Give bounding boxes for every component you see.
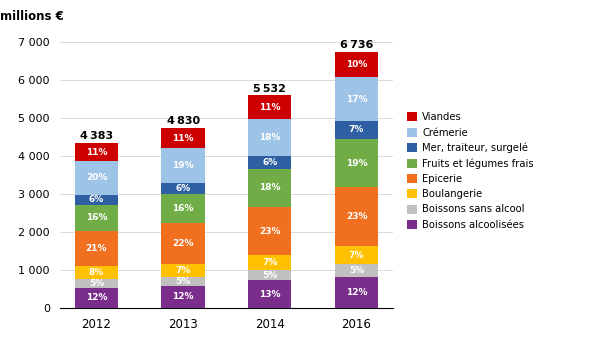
Text: 11%: 11% bbox=[259, 103, 281, 111]
Text: 18%: 18% bbox=[259, 183, 281, 193]
Text: 5%: 5% bbox=[262, 271, 278, 280]
Bar bbox=[74, 161, 118, 195]
Bar bbox=[335, 277, 378, 308]
Bar bbox=[335, 246, 378, 264]
Bar bbox=[335, 77, 378, 121]
Text: 19%: 19% bbox=[172, 161, 194, 170]
Bar bbox=[74, 143, 118, 161]
Text: 7%: 7% bbox=[349, 126, 364, 134]
Text: millions €: millions € bbox=[0, 10, 63, 23]
Text: 22%: 22% bbox=[172, 239, 194, 248]
Text: 11%: 11% bbox=[86, 147, 107, 157]
Text: 5 532: 5 532 bbox=[253, 83, 286, 94]
Text: 12%: 12% bbox=[346, 288, 367, 297]
Text: 5%: 5% bbox=[175, 277, 191, 286]
Legend: Viandes, Crémerie, Mer, traiteur, surgelé, Fruits et légumes frais, Epicerie, Bo: Viandes, Crémerie, Mer, traiteur, surgel… bbox=[407, 112, 534, 230]
Text: 6%: 6% bbox=[175, 184, 191, 193]
Text: 20%: 20% bbox=[86, 173, 107, 182]
Text: 7%: 7% bbox=[262, 258, 278, 267]
Text: 19%: 19% bbox=[346, 159, 367, 168]
Text: 12%: 12% bbox=[172, 292, 194, 301]
Text: 6%: 6% bbox=[262, 158, 278, 167]
Bar bbox=[74, 195, 118, 205]
Text: 18%: 18% bbox=[259, 133, 281, 142]
Bar bbox=[74, 266, 118, 279]
Bar bbox=[162, 128, 205, 148]
Bar bbox=[162, 277, 205, 286]
Text: 7%: 7% bbox=[349, 251, 364, 260]
Text: 16%: 16% bbox=[86, 213, 107, 222]
Bar bbox=[248, 169, 291, 207]
Text: 10%: 10% bbox=[346, 60, 367, 69]
Bar bbox=[162, 223, 205, 264]
Bar bbox=[74, 205, 118, 231]
Bar bbox=[335, 264, 378, 277]
Text: 21%: 21% bbox=[86, 244, 107, 253]
Text: 4 383: 4 383 bbox=[80, 131, 113, 141]
Bar bbox=[74, 231, 118, 266]
Bar bbox=[335, 187, 378, 246]
Bar bbox=[248, 255, 291, 270]
Text: 13%: 13% bbox=[259, 290, 281, 299]
Text: 16%: 16% bbox=[172, 204, 194, 213]
Text: 6%: 6% bbox=[89, 195, 104, 204]
Text: 11%: 11% bbox=[172, 133, 194, 143]
Bar bbox=[74, 279, 118, 288]
Bar bbox=[74, 288, 118, 308]
Text: 5%: 5% bbox=[89, 279, 104, 288]
Text: 5%: 5% bbox=[349, 266, 364, 275]
Text: 4 830: 4 830 bbox=[166, 116, 200, 126]
Bar bbox=[248, 207, 291, 255]
Text: 12%: 12% bbox=[86, 293, 107, 302]
Bar bbox=[335, 139, 378, 187]
Bar bbox=[335, 52, 378, 77]
Text: 23%: 23% bbox=[259, 226, 281, 236]
Text: 6 736: 6 736 bbox=[340, 40, 373, 50]
Bar bbox=[162, 183, 205, 194]
Bar bbox=[248, 95, 291, 119]
Bar bbox=[162, 286, 205, 308]
Bar bbox=[162, 264, 205, 277]
Text: 8%: 8% bbox=[89, 268, 104, 277]
Text: 23%: 23% bbox=[346, 212, 367, 221]
Bar bbox=[248, 119, 291, 156]
Bar bbox=[248, 280, 291, 308]
Bar bbox=[335, 121, 378, 139]
Bar bbox=[248, 270, 291, 280]
Text: 7%: 7% bbox=[175, 266, 191, 275]
Bar bbox=[162, 148, 205, 183]
Bar bbox=[162, 194, 205, 223]
Text: 17%: 17% bbox=[346, 95, 367, 104]
Bar bbox=[248, 156, 291, 169]
